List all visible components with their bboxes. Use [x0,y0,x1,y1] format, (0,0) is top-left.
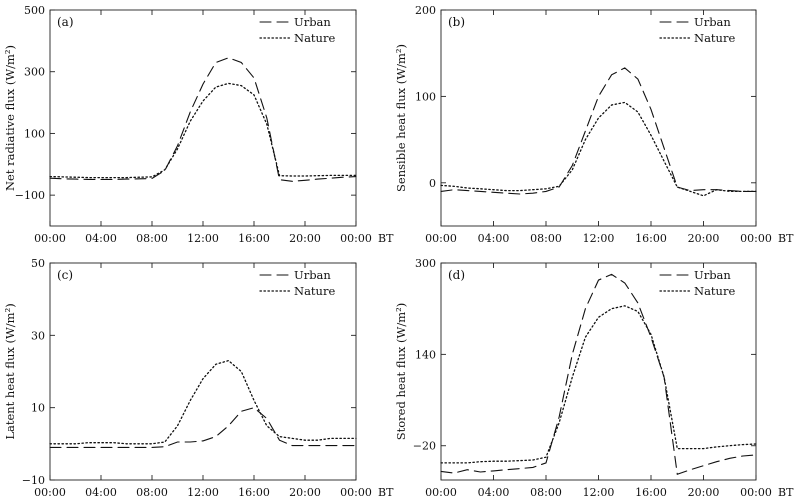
x-tick-label: 00:00 [740,232,772,245]
chart-panel: 500 300 100 −100 00:00 04:00 08:00 12:00 16:00 20… [3,4,394,245]
x-tick-label: 04:00 [85,232,117,245]
legend-label-nature: Nature [294,284,335,298]
chart-panel: 300 140 −20 00:00 04:00 08:00 12:00 16:00 20:00 0… [394,257,794,499]
y-tick-label: 500 [24,4,45,17]
panel-label: (d) [448,268,465,282]
series-line-nature [440,305,757,464]
series-line-urban [49,57,357,182]
y-axis-title: Sensible heat flux (W/m²) [394,44,408,192]
x-tick-label: 00:00 [425,232,457,245]
y-tick-label: 0 [429,177,436,190]
x-tick-label: 08:00 [136,486,168,499]
panel-label: (b) [448,15,465,29]
y-tick-label: 100 [24,127,45,140]
y-tick-label: 30 [31,329,45,342]
y-tick-label: 10 [31,402,45,415]
x-tick-label: 00:00 [340,232,372,245]
chart-panel: 200 100 0 00:00 04:00 08:00 12:00 16:00 20:00 00:… [394,4,794,245]
series-line-urban [440,273,757,476]
y-tick-label: 100 [415,90,436,103]
x-axis-unit: BT [778,232,794,245]
x-axis-unit: BT [378,232,394,245]
y-tick-label: 140 [415,348,436,361]
x-tick-label: 12:00 [187,232,219,245]
x-tick-label: 00:00 [740,486,772,499]
x-tick-label: 16:00 [238,486,270,499]
x-tick-label: 08:00 [530,232,562,245]
x-tick-label: 16:00 [635,232,667,245]
legend-label-nature: Nature [294,31,335,45]
panel-label: (c) [57,268,73,282]
y-axis-title: Latent heat flux (W/m²) [3,303,17,439]
x-tick-label: 08:00 [530,486,562,499]
legend-label-urban: Urban [694,15,731,29]
y-tick-label: 50 [31,257,45,270]
series-line-urban [440,67,757,195]
series-line-urban [49,407,357,448]
y-axis-title: Net radiative flux (W/m²) [3,45,17,191]
x-tick-label: 00:00 [425,486,457,499]
x-tick-label: 16:00 [238,232,270,245]
x-tick-label: 04:00 [85,486,117,499]
y-tick-label: −10 [22,474,45,487]
y-tick-label: 300 [24,66,45,79]
x-tick-label: 08:00 [136,232,168,245]
y-tick-label: 300 [415,257,436,270]
x-tick-label: 16:00 [635,486,667,499]
legend-label-nature: Nature [694,31,735,45]
y-tick-label: 200 [415,4,436,17]
x-tick-label: 00:00 [340,486,372,499]
x-tick-label: 20:00 [688,232,720,245]
x-tick-label: 20:00 [289,232,321,245]
legend-label-nature: Nature [694,284,735,298]
x-tick-label: 12:00 [187,486,219,499]
series-line-nature [440,101,757,197]
x-tick-label: 00:00 [34,232,66,245]
x-tick-label: 20:00 [688,486,720,499]
x-axis-unit: BT [778,486,794,499]
x-tick-label: 12:00 [583,486,615,499]
y-axis-title: Stored heat flux (W/m²) [394,303,408,441]
x-axis-unit: BT [378,486,394,499]
panel-label: (a) [57,15,74,29]
x-tick-label: 00:00 [34,486,66,499]
y-tick-label: −100 [15,189,45,202]
x-tick-label: 04:00 [478,232,510,245]
x-tick-label: 04:00 [478,486,510,499]
series-line-nature [49,82,357,179]
legend-label-urban: Urban [294,268,331,282]
y-tick-label: −20 [413,440,436,453]
x-tick-label: 12:00 [583,232,615,245]
legend-label-urban: Urban [694,268,731,282]
legend-label-urban: Urban [294,15,331,29]
series-line-nature [49,359,357,445]
x-tick-label: 20:00 [289,486,321,499]
